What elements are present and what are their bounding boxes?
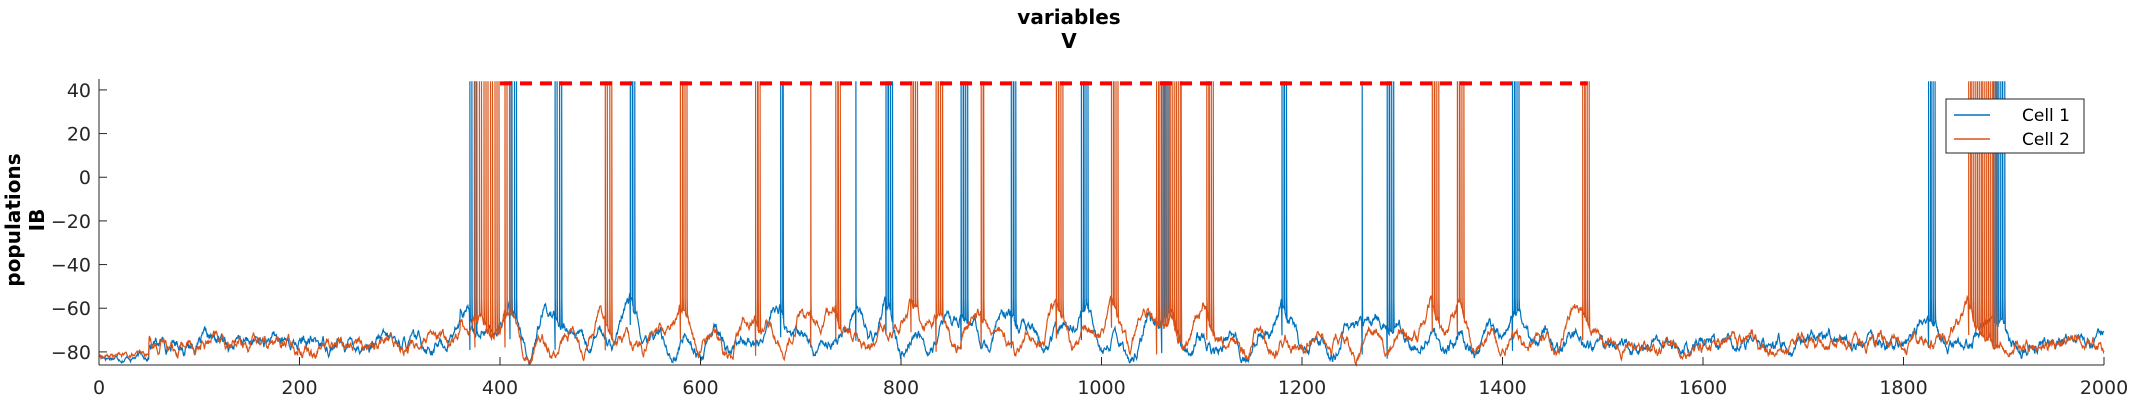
axes-layer: 0 200 400 600 800 1000 1200 1400 1600 1800 2000−80… [51,79,2128,399]
series-line-2 [98,81,2105,368]
y-tick-label: −80 [51,342,91,364]
x-tick-label: 200 [281,377,317,399]
x-tick-label: 400 [482,377,518,399]
x-tick-label: 800 [883,377,919,399]
x-tick-label: 1800 [1879,377,1927,399]
x-tick-label: 1400 [1478,377,1526,399]
x-tick-label: 0 [93,377,105,399]
x-tick-label: 600 [682,377,718,399]
x-tick-label: 2000 [2080,377,2128,399]
legend-label-cell-2: Cell 2 [2022,130,2070,150]
y-tick-label: 40 [67,80,91,102]
y-tick-label: 0 [79,167,91,189]
y-axis-label: populations [1,153,25,286]
x-tick-label: 1600 [1679,377,1727,399]
legend: Cell 1 Cell 2 [1945,98,2085,154]
legend-box [1945,98,2085,154]
y-tick-label: −20 [51,211,91,233]
legend-label-cell-1: Cell 1 [2022,106,2070,126]
chart-subtitle: V [1061,29,1077,53]
x-tick-label: 1000 [1077,377,1125,399]
y-tick-label: −40 [51,255,91,277]
y-axis-label-2: IB [25,209,49,232]
y-tick-label: −60 [51,298,91,320]
chart-title: variables [1017,5,1120,29]
plot-area: 0 200 400 600 800 1000 1200 1400 1600 1800 2000−80… [51,79,2128,399]
series-layer [98,81,2105,368]
y-tick-label: 20 [67,124,91,146]
series-line-1 [98,81,2105,365]
x-tick-label: 1200 [1278,377,1326,399]
